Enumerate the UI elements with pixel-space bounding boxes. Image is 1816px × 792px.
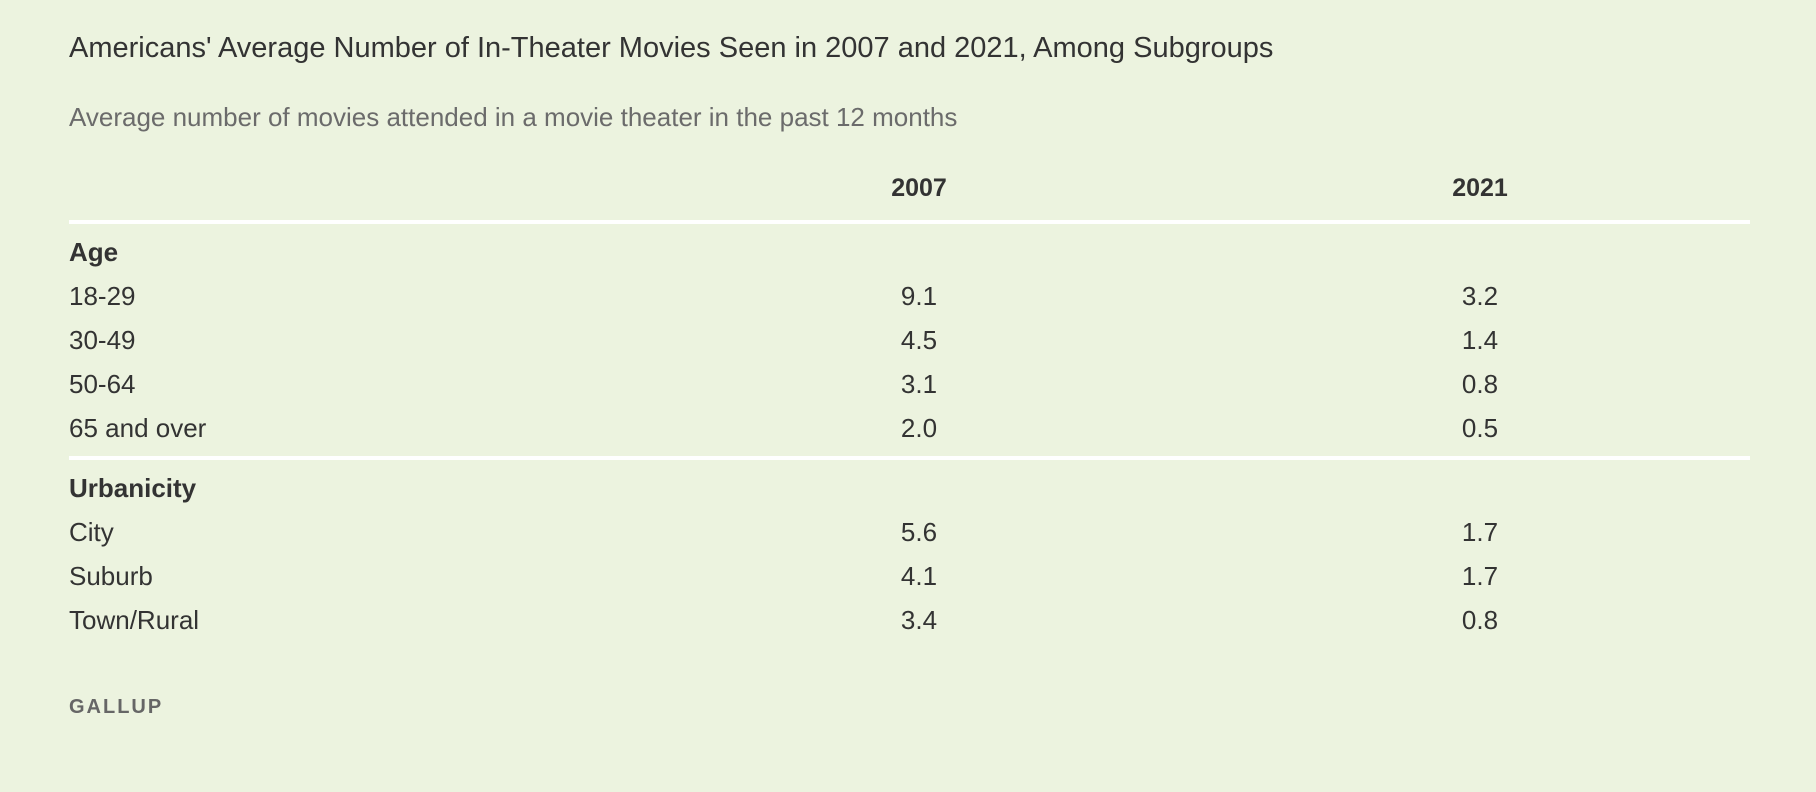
table-row: 18-29 9.1 3.2 [69, 281, 1750, 325]
group-divider [69, 220, 1750, 224]
cell-value-2007: 5.6 [900, 517, 938, 547]
column-header-2021: 2021 [1452, 174, 1508, 202]
column-header-2007: 2007 [891, 174, 947, 202]
cell-value-2021: 0.8 [1461, 605, 1499, 635]
row-label: 30-49 [69, 325, 136, 355]
table-row: Suburb 4.1 1.7 [69, 561, 1750, 605]
group-divider [69, 456, 1750, 460]
row-label: Suburb [69, 561, 153, 591]
table-row: City 5.6 1.7 [69, 517, 1750, 561]
cell-value-2021: 3.2 [1461, 281, 1499, 311]
cell-value-2007: 4.5 [900, 325, 938, 355]
table-row: 65 and over 2.0 0.5 [69, 413, 1750, 457]
cell-value-2021: 1.7 [1461, 561, 1499, 591]
table-row: Town/Rural 3.4 0.8 [69, 605, 1750, 649]
cell-value-2007: 3.1 [900, 369, 938, 399]
row-label: City [69, 517, 114, 547]
cell-value-2021: 0.5 [1461, 413, 1499, 443]
cell-value-2021: 1.7 [1461, 517, 1499, 547]
source-logo-text: GALLUP [69, 696, 164, 718]
row-label: 18-29 [69, 281, 136, 311]
table-row: 50-64 3.1 0.8 [69, 369, 1750, 413]
group-header-row: Urbanicity [69, 473, 1750, 517]
cell-value-2007: 4.1 [900, 561, 938, 591]
group-label: Urbanicity [69, 473, 197, 503]
row-label: 65 and over [69, 413, 207, 443]
chart-title: Americans' Average Number of In-Theater … [69, 32, 1274, 64]
group-label: Age [69, 237, 119, 267]
table-row: 30-49 4.5 1.4 [69, 325, 1750, 369]
row-label: Town/Rural [69, 605, 200, 635]
group-header-row: Age [69, 237, 1750, 281]
row-label: 50-64 [69, 369, 136, 399]
cell-value-2021: 0.8 [1461, 369, 1499, 399]
cell-value-2007: 9.1 [900, 281, 938, 311]
table-header-row: 2007 2021 [69, 174, 1750, 214]
cell-value-2021: 1.4 [1461, 325, 1499, 355]
cell-value-2007: 2.0 [900, 413, 938, 443]
cell-value-2007: 3.4 [900, 605, 938, 635]
chart-subtitle: Average number of movies attended in a m… [69, 102, 958, 132]
